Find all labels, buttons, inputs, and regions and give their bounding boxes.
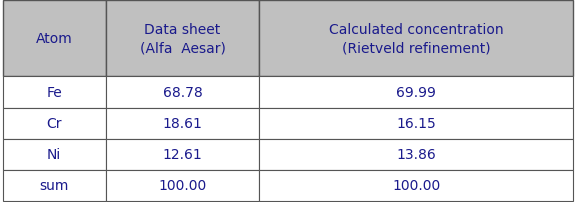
Bar bbox=[3, 139, 105, 170]
Text: 69.99: 69.99 bbox=[396, 85, 436, 99]
Text: 18.61: 18.61 bbox=[162, 117, 202, 130]
Text: Calculated concentration
(Rietveld refinement): Calculated concentration (Rietveld refin… bbox=[329, 23, 503, 55]
Text: 68.78: 68.78 bbox=[162, 85, 202, 99]
Bar bbox=[105, 108, 259, 139]
Text: Cr: Cr bbox=[47, 117, 62, 130]
Bar bbox=[3, 77, 105, 108]
Bar bbox=[259, 170, 573, 201]
Bar bbox=[3, 108, 105, 139]
Bar bbox=[259, 1, 573, 77]
Bar bbox=[259, 77, 573, 108]
Bar bbox=[105, 1, 259, 77]
Text: 100.00: 100.00 bbox=[158, 179, 207, 193]
Text: 100.00: 100.00 bbox=[392, 179, 441, 193]
Text: 16.15: 16.15 bbox=[396, 117, 436, 130]
Bar bbox=[3, 1, 105, 77]
Text: Data sheet
(Alfa  Aesar): Data sheet (Alfa Aesar) bbox=[139, 23, 225, 55]
Text: 12.61: 12.61 bbox=[162, 147, 202, 161]
Bar bbox=[3, 170, 105, 201]
Text: Atom: Atom bbox=[36, 32, 73, 46]
Text: Ni: Ni bbox=[47, 147, 61, 161]
Bar bbox=[105, 77, 259, 108]
Bar bbox=[105, 170, 259, 201]
Bar bbox=[259, 139, 573, 170]
Bar bbox=[259, 108, 573, 139]
Text: 13.86: 13.86 bbox=[396, 147, 436, 161]
Text: sum: sum bbox=[40, 179, 69, 193]
Text: Fe: Fe bbox=[46, 85, 62, 99]
Bar bbox=[105, 139, 259, 170]
